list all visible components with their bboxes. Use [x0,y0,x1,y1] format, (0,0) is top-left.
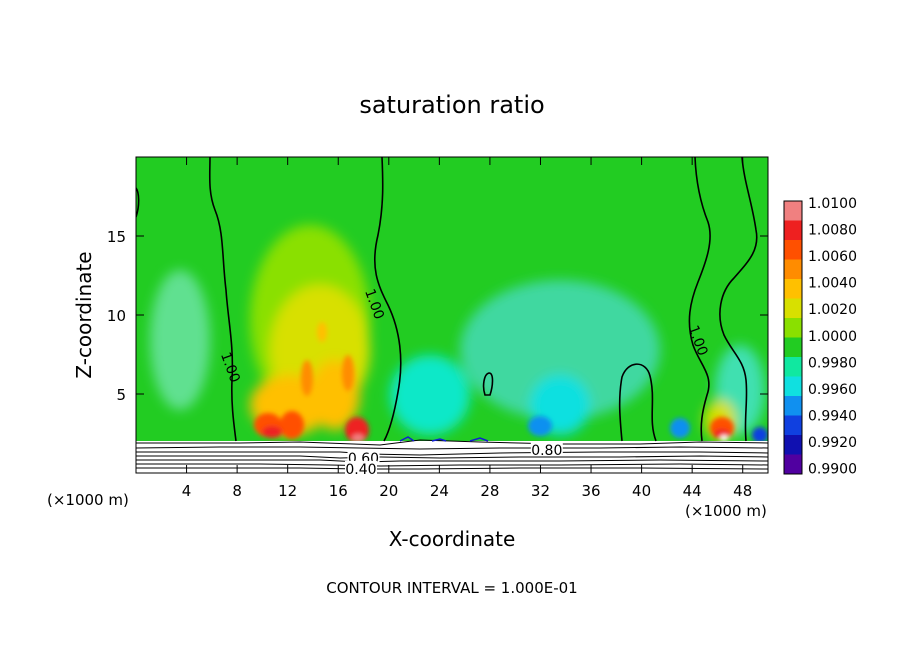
x-unit-right: (×1000 m) [685,502,767,520]
x-tick-label: 12 [278,482,297,500]
x-tick-label: 28 [480,482,499,500]
x-unit-left: (×1000 m) [47,491,129,509]
colorbar-swatch [784,435,802,455]
colorbar-swatch [784,201,802,221]
colorbar-label: 1.0080 [808,223,857,239]
x-axis: 4 8 12 16 20 24 28 32 36 40 44 48 [182,157,752,500]
y-tick-label: 5 [116,386,126,404]
colorbar-swatch [784,376,802,397]
x-tick-label: 8 [232,482,242,500]
colorbar-swatch [784,259,802,280]
colorbar-swatch [784,279,802,299]
contour-label: 0.80 [531,443,562,459]
colorbar-label: 1.0000 [808,329,857,345]
plot-area [136,157,768,473]
colorbar-frame [783,200,803,475]
x-tick-label: 4 [182,482,192,500]
colorbar-swatch [784,396,802,416]
colorbar-label: 0.9980 [808,355,857,371]
x-tick-label: 36 [581,482,600,500]
contour-interval-note: CONTOUR INTERVAL = 1.000E-01 [326,579,577,597]
colorbar-label: 1.0060 [808,249,857,265]
x-tick-label: 16 [329,482,348,500]
x-tick-label: 48 [733,482,752,500]
colorbar-swatch [784,240,802,260]
x-tick-label: 40 [632,482,651,500]
y-tick-label: 15 [107,228,126,246]
y-axis: 5 10 15 [107,228,768,404]
colorbar-swatch [784,220,802,241]
colorbar-label: 0.9900 [808,462,857,478]
contour-label-bg [344,460,377,475]
x-tick-label: 20 [379,482,398,500]
x-tick-label: 44 [683,482,702,500]
colorbar-swatch [784,318,802,338]
colorbar-swatch [784,298,802,319]
contour-label-bg [347,449,380,464]
colorbar-label: 1.0040 [808,276,857,292]
colorbar-swatch [784,337,802,358]
colorbar-label: 1.0020 [808,302,857,318]
saturation-field [150,225,768,443]
x-axis-label: X-coordinate [389,527,516,551]
contour-label-bg [530,441,563,456]
y-axis-label: Z-coordinate [72,251,96,378]
colorbar-label: 0.9920 [808,435,857,451]
y-tick-label: 10 [107,307,126,325]
colorbar-label: 0.9960 [808,382,857,398]
contour-lines [136,157,758,442]
colorbar: 1.0100 1.0080 1.0060 1.0040 1.0020 1.0000 0.99… [783,196,857,478]
colorbar-label: 0.9940 [808,408,857,424]
colorbar-swatch [784,454,802,475]
x-tick-label: 24 [430,482,449,500]
colorbar-swatch [784,415,802,436]
boundary-layer [136,436,768,473]
colorbar-swatch [784,357,802,377]
x-tick-label: 32 [531,482,550,500]
colorbar-label: 1.0100 [808,196,857,212]
contour-label: 0.40 [345,462,376,478]
chart-title: saturation ratio [359,91,544,119]
